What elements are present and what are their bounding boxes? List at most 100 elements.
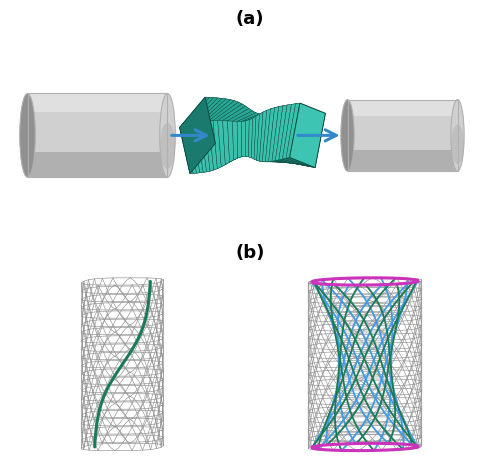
Polygon shape <box>272 106 283 161</box>
Polygon shape <box>284 109 292 160</box>
Ellipse shape <box>341 100 354 171</box>
Polygon shape <box>208 101 238 121</box>
Ellipse shape <box>160 94 176 177</box>
Polygon shape <box>246 150 267 157</box>
Polygon shape <box>278 106 310 110</box>
Polygon shape <box>256 113 260 149</box>
Polygon shape <box>184 125 196 174</box>
Polygon shape <box>222 121 230 165</box>
Polygon shape <box>268 161 298 164</box>
Polygon shape <box>205 97 219 144</box>
Polygon shape <box>180 97 216 174</box>
Polygon shape <box>200 122 210 172</box>
Polygon shape <box>188 97 218 125</box>
Polygon shape <box>290 103 326 167</box>
Polygon shape <box>188 124 200 173</box>
Polygon shape <box>246 114 268 121</box>
Ellipse shape <box>451 125 464 164</box>
Polygon shape <box>28 94 168 177</box>
Polygon shape <box>249 108 254 150</box>
Polygon shape <box>238 149 260 158</box>
Polygon shape <box>263 109 292 112</box>
Polygon shape <box>228 108 252 121</box>
Polygon shape <box>210 149 240 171</box>
Polygon shape <box>196 123 206 172</box>
Polygon shape <box>264 114 268 151</box>
Polygon shape <box>218 121 226 167</box>
Polygon shape <box>252 112 278 118</box>
Polygon shape <box>210 97 222 145</box>
Polygon shape <box>200 146 230 173</box>
Polygon shape <box>286 103 300 158</box>
Polygon shape <box>252 153 276 159</box>
Polygon shape <box>242 121 246 157</box>
Polygon shape <box>180 126 193 174</box>
Polygon shape <box>260 110 287 114</box>
Polygon shape <box>206 148 236 172</box>
Polygon shape <box>256 112 263 161</box>
Polygon shape <box>180 97 210 127</box>
Polygon shape <box>204 121 214 171</box>
Polygon shape <box>348 100 458 116</box>
Polygon shape <box>280 110 287 158</box>
Polygon shape <box>28 94 168 112</box>
Polygon shape <box>288 109 296 162</box>
Polygon shape <box>184 97 214 126</box>
Polygon shape <box>238 102 246 150</box>
Polygon shape <box>296 103 326 114</box>
Polygon shape <box>292 109 301 163</box>
Polygon shape <box>242 149 264 157</box>
Polygon shape <box>196 145 226 173</box>
Polygon shape <box>256 111 282 116</box>
Polygon shape <box>262 109 270 162</box>
Polygon shape <box>268 106 278 162</box>
Polygon shape <box>276 111 282 157</box>
Polygon shape <box>190 143 219 174</box>
Polygon shape <box>214 97 226 146</box>
Polygon shape <box>248 151 272 158</box>
Polygon shape <box>196 98 226 123</box>
Polygon shape <box>266 108 274 162</box>
Polygon shape <box>252 111 256 149</box>
Polygon shape <box>292 104 322 113</box>
Polygon shape <box>230 100 239 149</box>
Polygon shape <box>302 110 314 166</box>
Polygon shape <box>230 149 254 162</box>
Ellipse shape <box>451 100 464 171</box>
Polygon shape <box>266 162 295 163</box>
Polygon shape <box>204 100 234 122</box>
Polygon shape <box>282 158 312 167</box>
Polygon shape <box>348 149 458 171</box>
Polygon shape <box>226 99 236 149</box>
Polygon shape <box>262 160 292 162</box>
Polygon shape <box>193 144 222 174</box>
Polygon shape <box>272 112 278 155</box>
Polygon shape <box>28 152 168 177</box>
Polygon shape <box>222 106 249 121</box>
Polygon shape <box>228 121 234 162</box>
Polygon shape <box>226 150 251 165</box>
Polygon shape <box>305 111 318 166</box>
Polygon shape <box>213 102 242 121</box>
Polygon shape <box>234 101 242 150</box>
Polygon shape <box>242 104 248 150</box>
Polygon shape <box>249 113 272 120</box>
Text: (a): (a) <box>236 10 264 28</box>
Polygon shape <box>274 106 305 110</box>
Polygon shape <box>214 149 242 170</box>
Polygon shape <box>295 109 305 164</box>
Polygon shape <box>246 106 251 150</box>
Polygon shape <box>200 99 230 123</box>
Ellipse shape <box>160 123 176 169</box>
Text: (b): (b) <box>236 244 264 262</box>
Polygon shape <box>232 111 256 122</box>
Polygon shape <box>308 112 322 167</box>
Polygon shape <box>266 109 296 110</box>
Polygon shape <box>256 157 283 161</box>
Polygon shape <box>279 105 291 160</box>
Polygon shape <box>298 110 310 165</box>
Polygon shape <box>260 114 264 150</box>
Polygon shape <box>218 98 230 147</box>
Polygon shape <box>222 150 248 167</box>
Polygon shape <box>246 120 249 157</box>
